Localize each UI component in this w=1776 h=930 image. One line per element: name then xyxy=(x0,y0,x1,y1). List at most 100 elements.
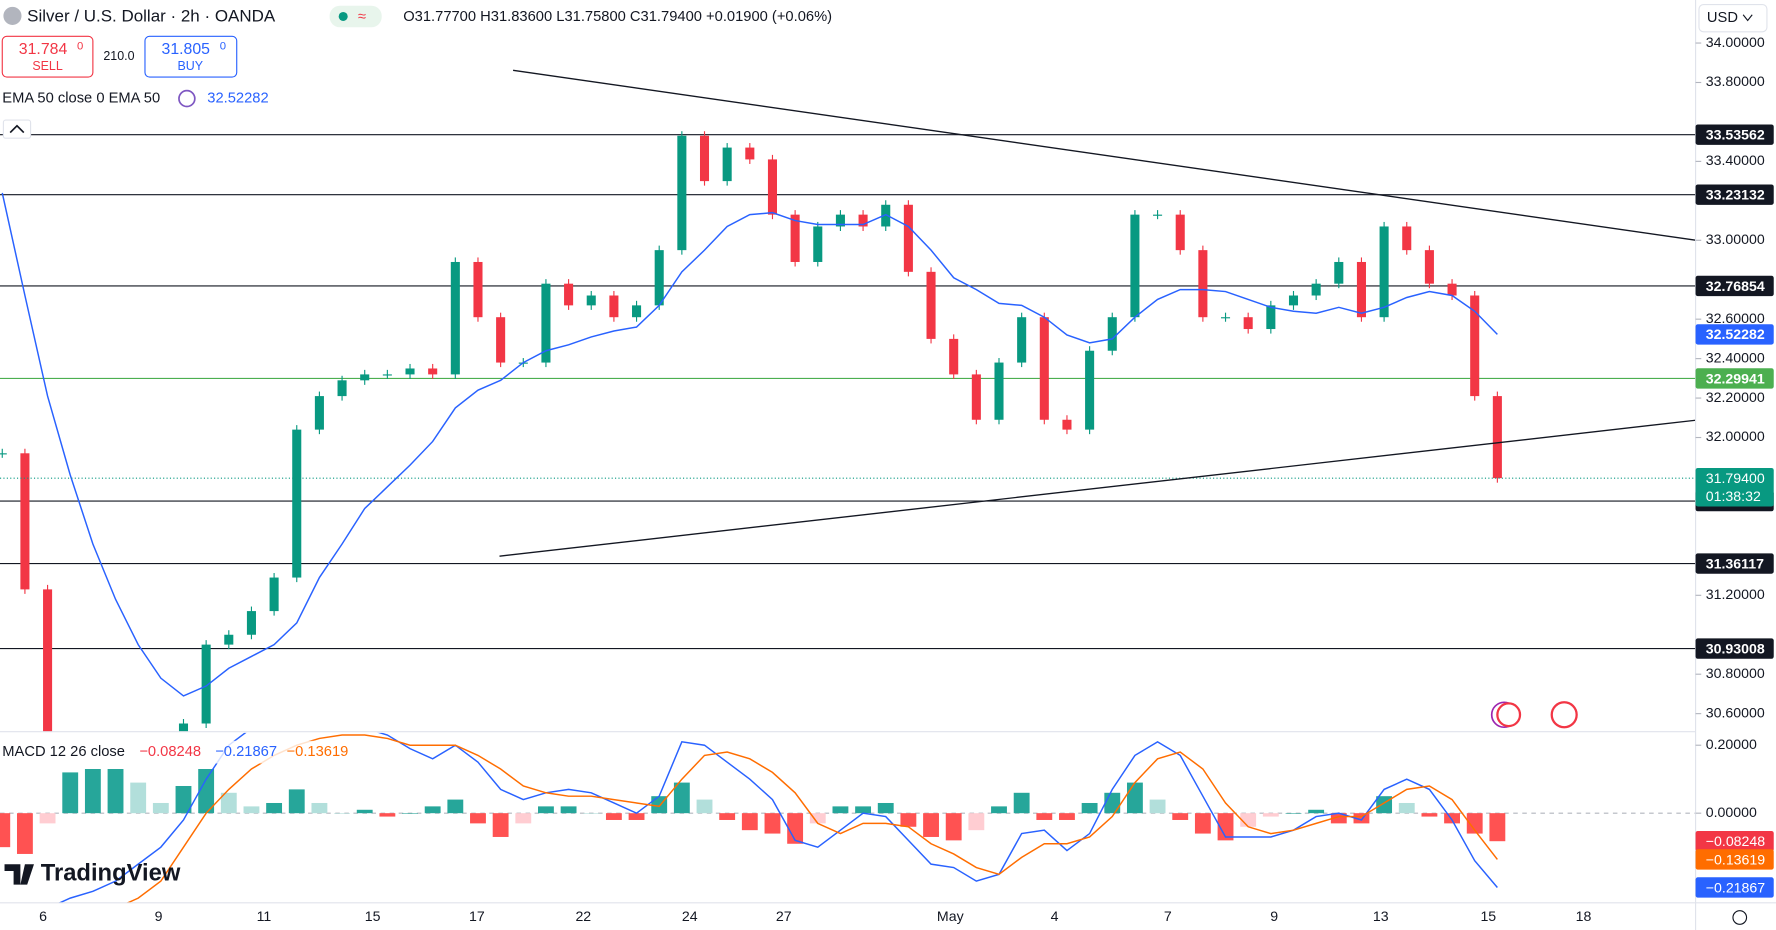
candle xyxy=(246,611,256,635)
macd-legend-value: −0.21867 xyxy=(215,744,277,760)
trend-line xyxy=(499,419,1696,557)
level-label-bg xyxy=(1695,184,1774,205)
level-label-bg xyxy=(1695,638,1774,659)
currency-button[interactable] xyxy=(1698,4,1768,33)
sell-price[interactable]: 31.784 xyxy=(19,41,68,58)
histogram-bar xyxy=(243,806,260,814)
candle xyxy=(360,374,370,381)
level-label: 32.76854 xyxy=(1706,278,1765,294)
candle xyxy=(564,283,574,306)
histogram-bar xyxy=(311,802,328,814)
buy-price[interactable]: 31.805 xyxy=(162,41,211,58)
candle xyxy=(1039,317,1049,420)
settings-icon[interactable] xyxy=(1732,910,1748,925)
candle xyxy=(654,250,664,306)
candle xyxy=(1107,317,1117,351)
candle xyxy=(1470,295,1480,397)
candle xyxy=(677,135,687,251)
histogram-bar xyxy=(1308,809,1325,814)
candle xyxy=(790,214,800,262)
histogram-bar xyxy=(560,806,577,814)
candle xyxy=(1379,226,1389,318)
histogram-bar xyxy=(1421,813,1438,817)
currency[interactable]: USD xyxy=(1707,10,1738,26)
histogram-bar xyxy=(84,769,101,814)
y-tick-label: 32.60000 xyxy=(1706,310,1765,326)
event-icon[interactable] xyxy=(1550,701,1578,729)
histogram-bar xyxy=(152,802,169,814)
candle xyxy=(1356,261,1366,318)
candle xyxy=(1175,214,1185,251)
histogram-bar xyxy=(1059,813,1075,820)
ema-line xyxy=(1,192,1498,697)
histogram-bar xyxy=(107,769,124,814)
candle xyxy=(1085,350,1095,430)
sell-button[interactable] xyxy=(1,35,94,78)
macd-line xyxy=(58,732,1498,903)
buy-label[interactable]: BUY xyxy=(177,59,203,73)
x-tick-label: 4 xyxy=(1051,908,1059,924)
candle xyxy=(1062,419,1072,430)
histogram-bar xyxy=(288,789,305,814)
x-tick-label: 22 xyxy=(575,908,591,924)
last-price-bg xyxy=(1695,467,1774,507)
histogram-bar xyxy=(583,813,600,814)
candle xyxy=(609,295,619,318)
candle xyxy=(926,271,936,339)
macd-label-bg xyxy=(1695,877,1774,898)
x-tick-label: 24 xyxy=(682,908,698,924)
histogram-bar xyxy=(787,813,804,844)
candle xyxy=(450,261,460,375)
brand-logo xyxy=(4,864,34,885)
candle xyxy=(813,226,823,262)
collapse-icon xyxy=(9,124,25,134)
sell-price-sup[interactable]: 0 xyxy=(77,40,83,52)
candle xyxy=(1447,283,1457,296)
histogram-bar xyxy=(39,813,56,824)
histogram-bar xyxy=(0,813,11,848)
histogram-bar xyxy=(198,769,215,814)
candle xyxy=(1402,226,1412,251)
histogram-bar xyxy=(741,813,758,831)
status-dot xyxy=(338,11,348,21)
histogram-bar xyxy=(1489,813,1506,842)
y-tick-label: 32.40000 xyxy=(1706,349,1765,365)
histogram-bar xyxy=(855,806,872,814)
y-tick-label: 30.80000 xyxy=(1706,665,1765,681)
trend-line xyxy=(512,69,1696,241)
ema-label: 32.52282 xyxy=(1706,326,1765,342)
macd-label-bg xyxy=(1695,831,1774,852)
last-price-label: 31.79400 xyxy=(1706,470,1765,486)
histogram-bar xyxy=(1330,813,1347,824)
candle xyxy=(858,214,868,227)
candle xyxy=(1153,214,1163,216)
x-tick-label: 9 xyxy=(155,908,163,924)
candle xyxy=(1243,317,1253,330)
ohlc-legend: O31.77700 H31.83600 L31.75800 C31.79400 … xyxy=(403,9,832,25)
candle xyxy=(1334,261,1344,284)
candle xyxy=(767,159,777,215)
histogram-bar xyxy=(379,813,396,817)
histogram-bar xyxy=(1194,813,1211,834)
histogram-bar xyxy=(968,813,985,831)
candle xyxy=(835,214,845,227)
histogram-bar xyxy=(1217,813,1234,841)
buy-price-sup[interactable]: 0 xyxy=(220,40,226,52)
macd-label: −0.08248 xyxy=(1706,833,1766,849)
sell-label[interactable]: SELL xyxy=(32,59,63,73)
macd-label: −0.21867 xyxy=(1706,879,1766,895)
ema-settings-icon[interactable] xyxy=(178,89,196,108)
candle xyxy=(1017,317,1027,363)
macd-label: −0.13619 xyxy=(1706,851,1766,867)
collapse-button[interactable] xyxy=(2,119,32,139)
x-tick-label: 18 xyxy=(1576,908,1592,924)
histogram-bar xyxy=(628,813,645,820)
histogram-bar xyxy=(991,806,1007,814)
x-tick-label: 7 xyxy=(1164,908,1172,924)
event-icon[interactable] xyxy=(1496,702,1522,728)
histogram-bar xyxy=(515,813,532,824)
buy-button[interactable] xyxy=(144,35,238,78)
histogram-bar xyxy=(1081,802,1098,814)
histogram-bar xyxy=(945,813,962,841)
histogram-bar xyxy=(402,813,418,814)
